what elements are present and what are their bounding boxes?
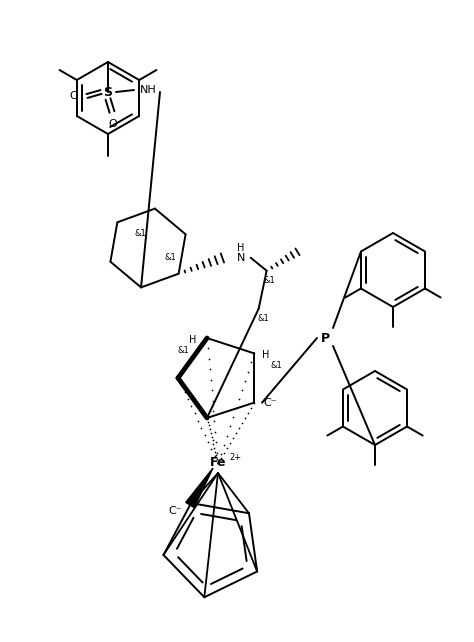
Point [250,348,258,358]
Point [207,428,214,438]
Text: NH: NH [140,85,156,95]
Text: &1: &1 [258,314,270,323]
Point [235,394,243,404]
Point [214,458,222,468]
Point [244,408,252,418]
Point [244,367,252,377]
Point [208,385,215,395]
Point [205,421,213,431]
Text: &1: &1 [177,345,189,354]
Text: &1: &1 [264,276,275,285]
Point [223,430,231,440]
Point [194,415,202,426]
Point [247,403,255,413]
Point [226,421,234,431]
Point [232,428,240,438]
Text: P: P [320,331,329,345]
Point [226,438,234,448]
Point [250,397,258,408]
Point [241,413,249,423]
Text: H: H [237,243,244,253]
Point [211,427,219,437]
Point [238,418,246,428]
Point [204,437,212,447]
Point [229,433,237,443]
Text: &1: &1 [270,361,282,370]
Point [211,447,219,457]
Text: &1: &1 [134,229,146,238]
Point [214,458,222,468]
Point [247,358,255,368]
Point [209,435,216,446]
Point [212,450,220,460]
Text: N: N [237,253,245,263]
Text: C⁻: C⁻ [263,397,277,408]
Text: &1: &1 [164,254,176,263]
Point [214,458,222,468]
Text: C⁻: C⁻ [168,506,182,516]
Point [220,448,228,458]
Point [210,406,217,416]
Point [214,458,222,468]
Point [238,385,246,395]
Point [206,424,214,435]
Point [232,403,240,413]
Point [198,422,205,433]
Text: Fe: Fe [210,456,226,469]
Point [220,440,228,450]
Point [203,413,211,423]
Text: H: H [262,351,270,360]
Point [229,412,237,422]
Point [191,408,199,419]
Text: O: O [109,119,118,129]
Text: 2+: 2+ [229,453,241,462]
Point [210,443,218,453]
Point [174,373,182,383]
Text: O: O [70,91,78,101]
Point [178,380,185,390]
Text: H: H [189,335,197,345]
Point [208,431,215,442]
Point [205,354,213,364]
Point [211,451,219,461]
Point [241,376,249,386]
Point [204,343,212,354]
Point [208,444,215,454]
Point [223,443,231,453]
Text: S: S [103,85,112,98]
Point [206,364,214,374]
Point [214,458,222,468]
Point [203,333,211,343]
Polygon shape [186,468,213,508]
Point [204,417,212,427]
Point [212,437,220,447]
Point [213,447,221,458]
Point [181,387,189,397]
Point [188,401,195,412]
Point [217,453,225,463]
Point [209,395,216,406]
Point [217,449,225,459]
Point [213,454,221,464]
Point [201,429,209,440]
Point [235,422,243,433]
Point [184,394,192,404]
Point [210,416,218,426]
Point [207,374,214,385]
Point [210,439,217,449]
